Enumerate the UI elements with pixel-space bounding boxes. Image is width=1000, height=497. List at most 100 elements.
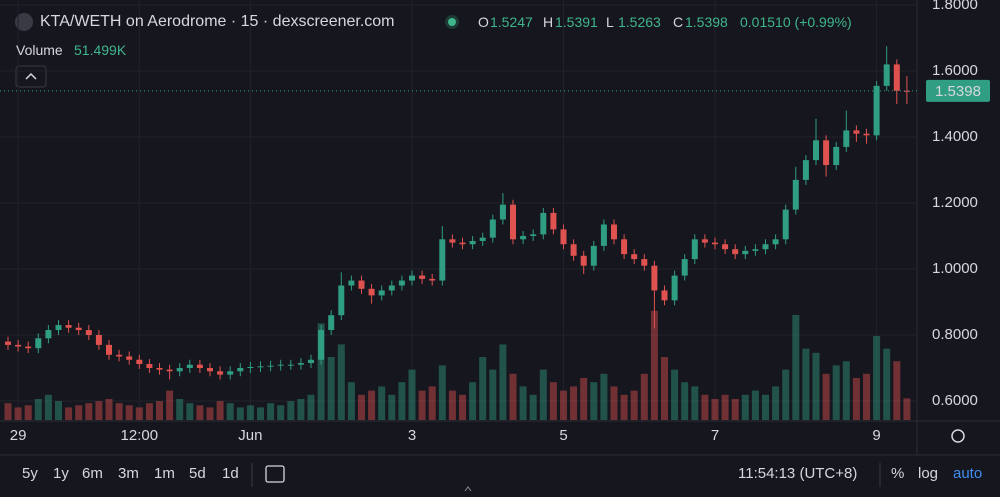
candle-body — [641, 259, 648, 266]
volume-bar — [802, 348, 810, 420]
volume-bar — [721, 394, 729, 420]
candle-body — [873, 85, 880, 136]
x-tick-label: 29 — [10, 427, 27, 444]
candle-body — [409, 275, 415, 281]
volume-bar — [206, 407, 214, 420]
candle-body — [449, 239, 456, 243]
candle-body — [893, 64, 900, 91]
candle-body — [600, 224, 607, 246]
legend-value: 1.5247 — [490, 14, 533, 30]
volume-bar — [398, 382, 406, 420]
candle-body — [277, 364, 284, 366]
volume-bar — [307, 394, 315, 420]
volume-bar — [297, 399, 305, 420]
volume-bar — [792, 315, 800, 420]
x-tick-label: 3 — [408, 427, 416, 444]
volume-bar — [852, 378, 860, 420]
range-button[interactable]: 3m — [118, 465, 139, 482]
volume-bar — [762, 394, 769, 420]
scale-option[interactable]: auto — [953, 465, 983, 482]
volume-bar — [701, 394, 709, 420]
volume-bar — [44, 394, 52, 420]
volume-bar — [428, 386, 436, 420]
candle-body — [227, 371, 234, 375]
candle-body — [378, 290, 385, 296]
candle-body — [752, 249, 759, 251]
volume-value: 51.499K — [74, 42, 127, 58]
volume-bar — [903, 398, 911, 420]
candle-body — [429, 278, 436, 281]
volume-bar — [499, 344, 507, 420]
candle-body — [35, 338, 42, 349]
volume-bar — [34, 399, 42, 420]
chart-title: KTA/WETH on Aerodrome · 15 · dexscreener… — [40, 13, 395, 30]
candle-body — [510, 204, 516, 240]
volume-bar — [822, 373, 830, 420]
candle-body — [792, 179, 799, 210]
volume-bar — [14, 407, 22, 420]
candle-body — [247, 367, 254, 369]
volume-bar — [55, 401, 62, 420]
range-button[interactable]: 5y — [22, 465, 38, 482]
range-button[interactable]: 1m — [154, 465, 175, 482]
candle-body — [55, 325, 62, 331]
candle-body — [469, 240, 476, 245]
candle-body — [126, 356, 133, 360]
candle-body — [328, 315, 335, 331]
token-logo — [15, 13, 33, 31]
volume-bar — [196, 405, 204, 420]
scale-option[interactable]: % — [891, 465, 905, 482]
volume-bar — [327, 357, 335, 420]
volume-bar — [610, 386, 618, 420]
volume-bar — [691, 386, 699, 420]
candle-body — [308, 359, 314, 364]
candle-body — [459, 242, 466, 245]
candle-body — [712, 242, 718, 245]
collapse-button[interactable] — [15, 65, 47, 88]
candle-body — [146, 364, 153, 368]
candle-body — [550, 212, 557, 230]
last-price-label: 1.5398 — [935, 83, 981, 100]
legend-value: 1.5398 — [685, 14, 728, 30]
candle-body — [5, 341, 11, 345]
candle-body — [701, 239, 708, 243]
range-button[interactable]: 1d — [222, 465, 239, 482]
candle-body — [297, 363, 304, 365]
candle-body — [237, 367, 244, 372]
candle-body — [691, 239, 698, 260]
expand-arrow[interactable] — [464, 486, 472, 492]
y-tick-label: 1.6000 — [932, 62, 978, 79]
volume-bar — [166, 390, 174, 420]
volume-bar — [85, 403, 93, 420]
candle-body — [15, 344, 22, 347]
volume-bar — [782, 369, 790, 420]
candle-body — [217, 371, 224, 375]
volume-bar — [812, 352, 820, 420]
calendar-icon[interactable] — [265, 465, 285, 483]
candle-body — [722, 244, 729, 250]
volume-bar — [115, 403, 123, 420]
volume-bar — [287, 401, 295, 420]
candle-body — [348, 280, 355, 286]
candle-body — [540, 212, 547, 235]
candle-body — [560, 229, 567, 245]
status-dot — [448, 18, 456, 26]
candle-body — [318, 330, 325, 360]
volume-bar — [751, 390, 759, 420]
volume-bar — [358, 394, 365, 420]
scale-option[interactable]: log — [918, 465, 939, 482]
range-button[interactable]: 5d — [189, 465, 206, 482]
volume-bar — [832, 365, 840, 420]
range-button[interactable]: 1y — [53, 465, 69, 482]
range-button[interactable]: 6m — [82, 465, 103, 482]
change: 0.01510 (+0.99%) — [740, 14, 852, 30]
volume-bar — [246, 405, 254, 420]
volume-bar — [479, 357, 487, 420]
volume-bar — [267, 403, 275, 420]
candle-body — [530, 234, 537, 237]
last-price-tag — [926, 79, 990, 102]
settings-icon[interactable] — [951, 429, 965, 443]
candle-body — [287, 364, 294, 366]
candle-body — [489, 219, 496, 238]
